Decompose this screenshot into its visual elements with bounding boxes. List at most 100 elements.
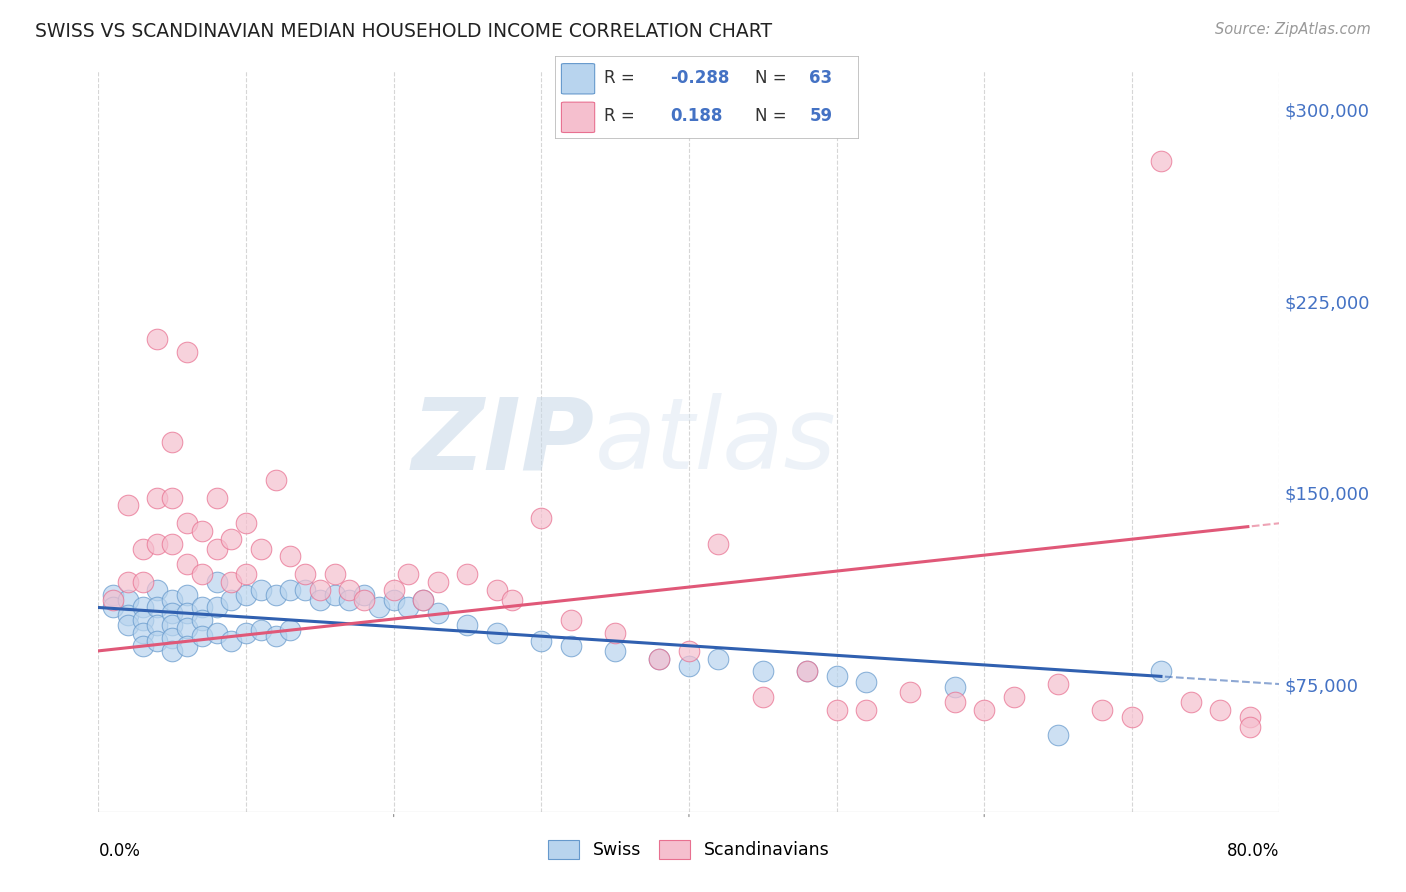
Point <box>339 592 361 607</box>
Point <box>146 633 169 648</box>
Point <box>486 582 509 597</box>
Point <box>205 600 228 615</box>
Point <box>176 621 198 635</box>
Point <box>162 606 183 620</box>
Point <box>294 582 316 597</box>
Point <box>973 703 995 717</box>
Point <box>162 491 183 505</box>
Point <box>796 665 818 679</box>
Point <box>221 592 243 607</box>
Point <box>146 536 169 550</box>
Point <box>1209 703 1232 717</box>
Text: 63: 63 <box>810 70 832 87</box>
Text: SWISS VS SCANDINAVIAN MEDIAN HOUSEHOLD INCOME CORRELATION CHART: SWISS VS SCANDINAVIAN MEDIAN HOUSEHOLD I… <box>35 22 772 41</box>
FancyBboxPatch shape <box>561 103 595 133</box>
Text: N =: N = <box>755 70 792 87</box>
Legend: Swiss, Scandinavians: Swiss, Scandinavians <box>541 833 837 866</box>
Point <box>412 592 434 607</box>
Text: 59: 59 <box>810 107 832 125</box>
Text: 0.0%: 0.0% <box>98 842 141 861</box>
Point <box>235 516 257 531</box>
Point <box>205 541 228 556</box>
Point <box>648 651 671 665</box>
Point <box>162 592 183 607</box>
Point <box>368 600 391 615</box>
Text: -0.288: -0.288 <box>671 70 730 87</box>
Point <box>250 541 273 556</box>
Point <box>1150 153 1173 168</box>
Point <box>132 600 155 615</box>
Point <box>605 626 627 640</box>
Point <box>146 582 169 597</box>
Point <box>382 592 405 607</box>
Point <box>250 624 273 638</box>
Point <box>162 644 183 658</box>
Point <box>146 333 169 347</box>
Point <box>264 588 287 602</box>
Point <box>250 582 273 597</box>
Point <box>221 633 243 648</box>
Point <box>382 582 405 597</box>
Point <box>132 626 155 640</box>
Point <box>176 516 198 531</box>
Point <box>398 600 420 615</box>
Point <box>427 606 450 620</box>
Point <box>176 606 198 620</box>
Text: 80.0%: 80.0% <box>1227 842 1279 861</box>
Point <box>501 592 523 607</box>
Point <box>235 567 257 582</box>
Point <box>146 618 169 632</box>
Point <box>264 629 287 643</box>
Text: 0.188: 0.188 <box>671 107 723 125</box>
Point <box>943 695 966 709</box>
Point <box>1002 690 1025 704</box>
Text: atlas: atlas <box>595 393 837 490</box>
Point <box>205 626 228 640</box>
Point <box>235 588 257 602</box>
Point <box>117 499 139 513</box>
Point <box>162 434 183 449</box>
Point <box>412 592 434 607</box>
Point <box>1150 665 1173 679</box>
Point <box>796 665 818 679</box>
Point <box>855 703 877 717</box>
Point <box>103 600 125 615</box>
Point <box>678 659 700 673</box>
Point <box>162 618 183 632</box>
Point <box>486 626 509 640</box>
Point <box>560 639 582 653</box>
Point <box>294 567 316 582</box>
Point <box>117 574 139 589</box>
Point <box>221 532 243 546</box>
Point <box>309 592 332 607</box>
Point <box>457 618 479 632</box>
Point <box>205 491 228 505</box>
Point <box>103 592 125 607</box>
Point <box>146 491 169 505</box>
Point <box>162 631 183 645</box>
Point <box>339 582 361 597</box>
Point <box>132 541 155 556</box>
FancyBboxPatch shape <box>561 63 595 94</box>
Point <box>191 600 214 615</box>
Point <box>752 690 775 704</box>
Point <box>648 651 671 665</box>
Point <box>146 600 169 615</box>
Point <box>530 511 553 525</box>
Point <box>1046 677 1070 691</box>
Point <box>235 626 257 640</box>
Point <box>280 582 302 597</box>
Point <box>132 574 155 589</box>
Point <box>353 592 375 607</box>
Point <box>191 629 214 643</box>
Point <box>1091 703 1114 717</box>
Point <box>176 639 198 653</box>
Point <box>221 574 243 589</box>
Point <box>427 574 450 589</box>
Point <box>560 613 582 627</box>
Point <box>1121 710 1143 724</box>
Point <box>103 588 125 602</box>
Point <box>752 665 775 679</box>
Text: R =: R = <box>603 107 640 125</box>
Point <box>176 345 198 359</box>
